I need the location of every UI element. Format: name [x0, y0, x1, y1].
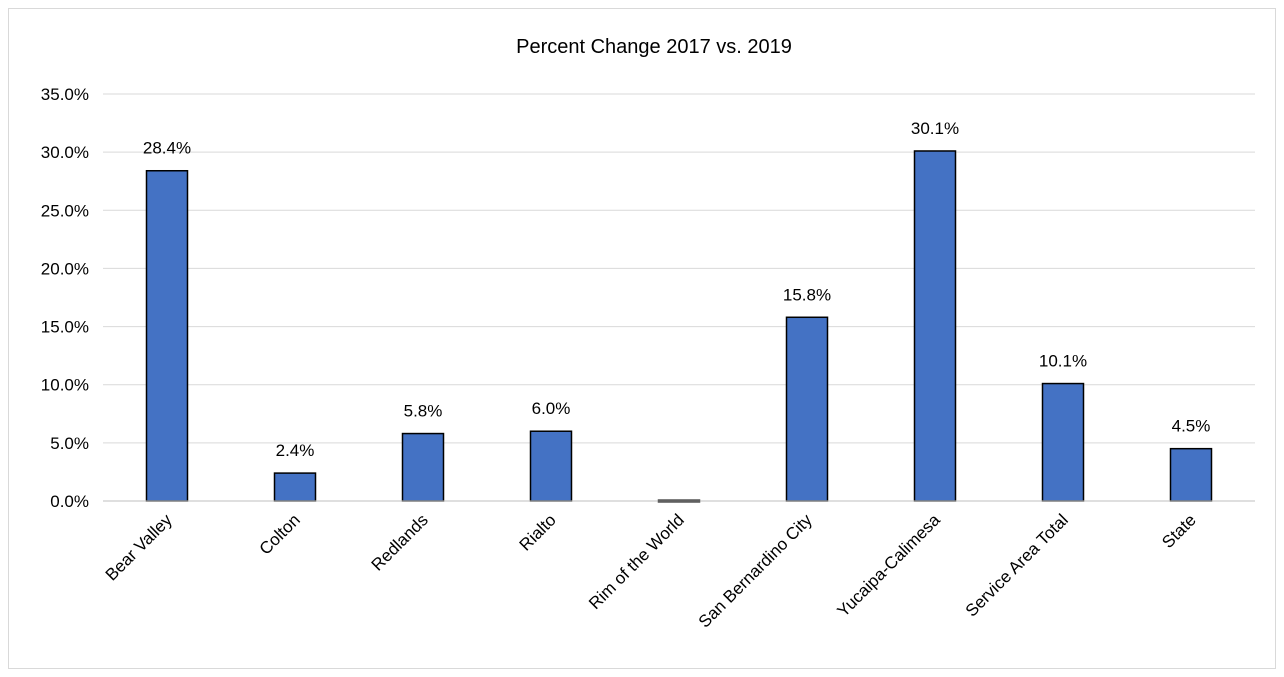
bar: [1041, 382, 1085, 502]
data-label: 2.4%: [276, 441, 315, 460]
y-tick-label: 15.0%: [41, 318, 89, 337]
data-label: 5.8%: [404, 402, 443, 421]
bar: [785, 316, 829, 502]
y-tick-label: 25.0%: [41, 201, 89, 220]
data-label: 28.4%: [143, 139, 191, 158]
chart-frame: Percent Change 2017 vs. 2019 0.0% 5.0% 10.…: [8, 8, 1276, 669]
x-category-label: Colton: [256, 510, 304, 558]
data-label: 6.0%: [532, 399, 571, 418]
x-category-label: Bear Valley: [102, 510, 176, 584]
x-axis-category-labels: Bear Valley Colton Redlands Rialto Rim of th…: [102, 510, 1200, 631]
bar: [529, 430, 573, 502]
y-tick-label: 10.0%: [41, 376, 89, 395]
bar: [401, 432, 445, 502]
bar-chart: Percent Change 2017 vs. 2019 0.0% 5.0% 10.…: [41, 36, 1255, 631]
data-label: 10.1%: [1039, 352, 1087, 371]
x-category-label: State: [1158, 510, 1200, 552]
y-tick-label: 20.0%: [41, 259, 89, 278]
x-category-label: Redlands: [368, 510, 432, 574]
x-category-label: San Bernardino City: [695, 510, 816, 631]
x-category-label: Rim of the World: [585, 510, 688, 613]
x-category-label: Rialto: [516, 510, 560, 554]
y-tick-label: 5.0%: [50, 434, 89, 453]
y-tick-label: 30.0%: [41, 143, 89, 162]
data-label: 4.5%: [1172, 417, 1211, 436]
data-labels: 28.4% 2.4% 5.8% 6.0% 15.8% 30.1% 10.1% 4.5%: [143, 119, 1210, 460]
bar: [1169, 447, 1213, 502]
y-tick-label: 0.0%: [50, 492, 89, 511]
gridlines: [103, 93, 1255, 444]
bar: [145, 169, 189, 502]
chart-title: Percent Change 2017 vs. 2019: [516, 36, 792, 58]
y-axis-tick-labels: 0.0% 5.0% 10.0% 15.0% 20.0% 25.0% 30.0% 35.0%: [41, 85, 89, 511]
y-tick-label: 35.0%: [41, 85, 89, 104]
bar: [913, 150, 957, 502]
x-category-label: Service Area Total: [962, 510, 1072, 620]
x-category-label: Yucaipa-Calimesa: [834, 510, 945, 621]
data-label: 30.1%: [911, 119, 959, 138]
data-label: 15.8%: [783, 285, 831, 304]
bar: [273, 472, 317, 502]
